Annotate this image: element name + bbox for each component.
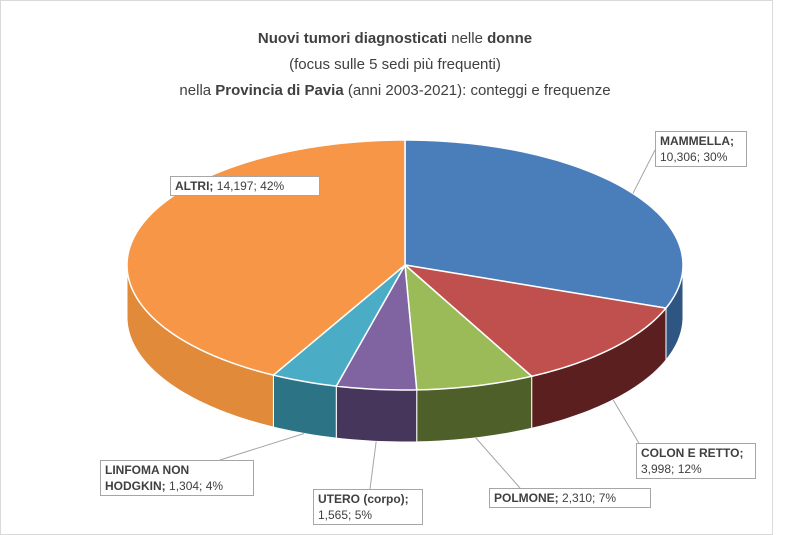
data-label-value: 10,306; 30% <box>660 150 728 164</box>
leader-line <box>369 441 377 490</box>
title-segment: Nuovi tumori diagnosticati <box>257 30 448 47</box>
title-segment: Provincia di Pavia <box>215 82 344 99</box>
leader-line <box>612 399 641 446</box>
title-segment: (focus sulle 5 sedi più frequenti) <box>289 56 501 73</box>
chart-title-line: (focus sulle 5 sedi più frequenti) <box>0 56 786 73</box>
title-segment: nella <box>179 82 212 99</box>
data-label-category: COLON E RETTO; <box>641 446 744 460</box>
data-label-category: MAMMELLA; <box>660 134 734 148</box>
chart-title-line: Nuovi tumori diagnosticati nelle donne <box>0 30 786 47</box>
pie-tops <box>126 139 684 391</box>
title-segment: donne <box>487 30 533 47</box>
title-segment: nelle <box>451 30 483 47</box>
pie-sides <box>126 264 684 443</box>
data-label-category: POLMONE; <box>494 491 559 505</box>
data-label: LINFOMA NON HODGKIN; 1,304; 4% <box>100 460 254 496</box>
leader-line <box>475 437 521 489</box>
title-segment: (anni 2003-2021): conteggi e frequenze <box>347 82 611 99</box>
data-label: UTERO (corpo); 1,565; 5% <box>313 489 423 525</box>
data-label-value: 2,310; 7% <box>562 491 617 505</box>
data-label: ALTRI; 14,197; 42% <box>170 176 320 196</box>
data-label: POLMONE; 2,310; 7% <box>489 488 651 508</box>
data-label-value: 1,565; 5% <box>318 508 373 522</box>
pie-slice <box>126 139 406 376</box>
data-label-category: UTERO (corpo); <box>318 492 409 506</box>
leader-line <box>219 432 305 461</box>
data-label-value: 14,197; 42% <box>216 179 285 193</box>
data-label-value: 3,998; 12% <box>641 462 702 476</box>
pie-slice <box>271 264 406 387</box>
pie-slice <box>404 139 684 309</box>
data-label: COLON E RETTO; 3,998; 12% <box>636 443 756 479</box>
pie-slice <box>335 262 418 391</box>
data-label-value: 1,304; 4% <box>169 479 224 493</box>
chart-title-line: nella Provincia di Pavia (anni 2003-2021… <box>0 82 786 99</box>
leader-line <box>632 149 656 194</box>
data-label: MAMMELLA; 10,306; 30% <box>655 131 747 167</box>
pie-slice <box>402 263 668 378</box>
data-label-category: LINFOMA NON HODGKIN; <box>105 463 190 493</box>
data-label-category: ALTRI; <box>175 179 214 193</box>
pie-slice <box>404 263 534 391</box>
pie-slice-side <box>335 385 418 443</box>
